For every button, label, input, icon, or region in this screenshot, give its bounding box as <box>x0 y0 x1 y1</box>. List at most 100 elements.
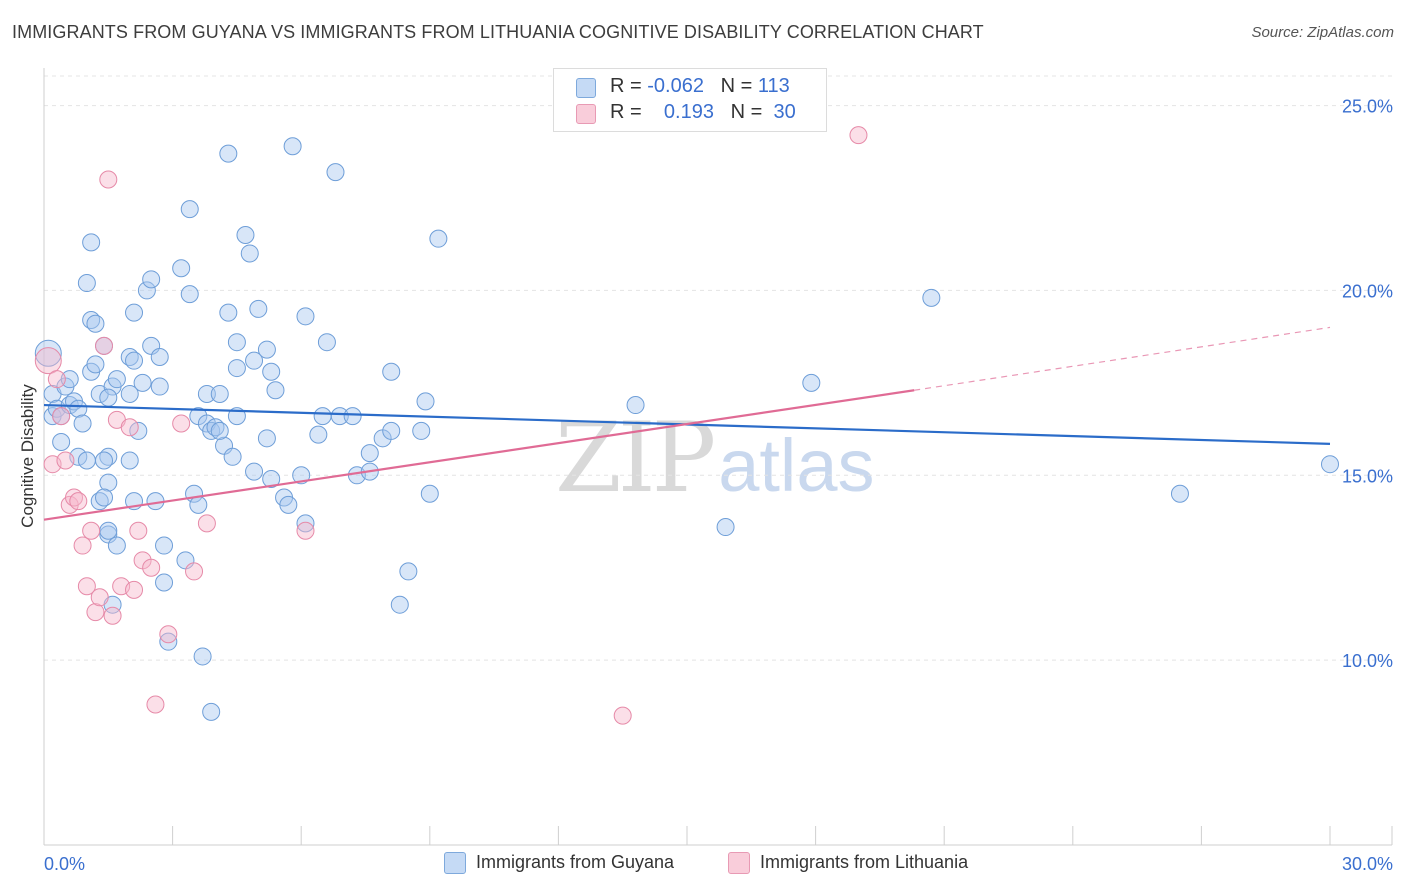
point-guyana-53 <box>180 285 199 304</box>
point-guyana-26 <box>99 521 118 540</box>
point-guyana-87 <box>296 307 315 326</box>
point-guyana-109 <box>802 373 821 392</box>
series-legend-swatch-lithuania <box>728 852 750 874</box>
point-guyana-44 <box>142 270 161 289</box>
point-guyana-74 <box>240 244 259 263</box>
point-guyana-59 <box>197 384 216 403</box>
chart-title: IMMIGRANTS FROM GUYANA VS IMMIGRANTS FRO… <box>12 22 984 42</box>
point-lithuania-7 <box>69 492 88 511</box>
point-guyana-8 <box>60 370 79 389</box>
point-guyana-94 <box>343 407 362 426</box>
legend-swatch-guyana <box>576 78 596 98</box>
point-guyana-75 <box>245 462 264 481</box>
point-guyana-13 <box>77 451 96 470</box>
point-guyana-48 <box>155 536 174 555</box>
point-guyana-88 <box>296 514 315 533</box>
point-guyana-84 <box>279 495 298 514</box>
point-guyana-54 <box>180 200 199 219</box>
point-guyana-28 <box>95 488 114 507</box>
point-guyana-56 <box>189 495 208 514</box>
legend-r-label: R = <box>610 101 642 123</box>
point-guyana-101 <box>390 595 409 614</box>
point-guyana-50 <box>159 632 178 651</box>
point-guyana-104 <box>416 392 435 411</box>
point-lithuania-22 <box>142 558 161 577</box>
point-guyana-103 <box>412 421 431 440</box>
point-guyana-49 <box>155 573 174 592</box>
point-guyana-106 <box>429 229 448 248</box>
point-guyana-110 <box>922 288 941 307</box>
point-guyana-21 <box>99 473 118 492</box>
point-guyana-64 <box>210 384 229 403</box>
point-lithuania-24 <box>159 625 178 644</box>
point-guyana-29 <box>95 451 114 470</box>
trendline-lithuania <box>43 389 915 521</box>
point-guyana-100 <box>382 421 401 440</box>
x-tick-label-30: 30.0% <box>1342 854 1393 874</box>
point-guyana-78 <box>257 429 276 448</box>
point-guyana-30 <box>82 233 101 252</box>
point-lithuania-9 <box>77 577 96 596</box>
legend-r-label: R = <box>610 75 642 97</box>
point-lithuania-25 <box>172 414 191 433</box>
trendline-lithuania-extension <box>914 326 1331 391</box>
source-label: Source: ZipAtlas.com <box>1251 24 1394 41</box>
point-lithuania-10 <box>82 521 101 540</box>
point-guyana-73 <box>236 225 255 244</box>
point-lithuania-11 <box>86 603 105 622</box>
point-guyana-36 <box>125 303 144 322</box>
y-tick-label-10: 10.0% <box>1342 651 1393 671</box>
point-lithuania-8 <box>73 536 92 555</box>
x-tick-label-0: 0.0% <box>44 854 85 874</box>
point-guyana-90 <box>313 407 332 426</box>
point-guyana-91 <box>317 333 336 352</box>
series-legend-swatch-guyana <box>444 852 466 874</box>
point-lithuania-28 <box>296 521 315 540</box>
point-guyana-47 <box>150 377 169 396</box>
point-guyana-107 <box>626 396 645 415</box>
point-lithuania-26 <box>185 562 204 581</box>
y-tick-label-25: 25.0% <box>1342 97 1393 117</box>
point-lithuania-23 <box>146 695 165 714</box>
point-guyana-111 <box>1170 484 1189 503</box>
point-guyana-69 <box>223 447 242 466</box>
point-guyana-112 <box>1321 455 1339 474</box>
point-guyana-16 <box>86 314 105 333</box>
point-guyana-80 <box>262 362 281 381</box>
point-guyana-5 <box>52 433 71 452</box>
point-guyana-0 <box>34 339 62 367</box>
point-guyana-17 <box>86 355 105 374</box>
legend-r-value-guyana: -0.062 <box>647 75 704 97</box>
point-guyana-85 <box>283 137 302 156</box>
point-guyana-41 <box>133 373 152 392</box>
point-guyana-31 <box>77 274 96 293</box>
point-guyana-51 <box>172 259 191 278</box>
point-lithuania-19 <box>125 580 144 599</box>
point-guyana-37 <box>129 421 148 440</box>
point-guyana-61 <box>202 702 221 721</box>
point-guyana-96 <box>360 444 379 463</box>
point-guyana-33 <box>107 536 126 555</box>
legend-n-label: N = <box>720 75 753 97</box>
point-guyana-82 <box>266 381 285 400</box>
point-guyana-38 <box>120 384 139 403</box>
point-lithuania-15 <box>103 606 122 625</box>
point-guyana-70 <box>227 359 246 378</box>
point-guyana-46 <box>150 347 169 366</box>
point-guyana-102 <box>399 562 418 581</box>
point-guyana-86 <box>292 466 311 485</box>
point-guyana-105 <box>420 484 439 503</box>
point-guyana-77 <box>249 299 268 318</box>
point-guyana-12 <box>73 414 92 433</box>
point-guyana-66 <box>210 421 229 440</box>
point-lithuania-3 <box>52 407 71 426</box>
y-tick-label-20: 20.0% <box>1342 281 1393 301</box>
point-guyana-42 <box>137 281 156 300</box>
legend-n-label: N = <box>730 101 763 123</box>
point-guyana-92 <box>330 407 349 426</box>
legend-n-value-guyana: 113 <box>757 75 790 97</box>
series-legend-label-lithuania: Immigrants from Lithuania <box>760 852 969 872</box>
legend-swatch-lithuania <box>576 104 596 124</box>
point-lithuania-0 <box>34 347 62 375</box>
